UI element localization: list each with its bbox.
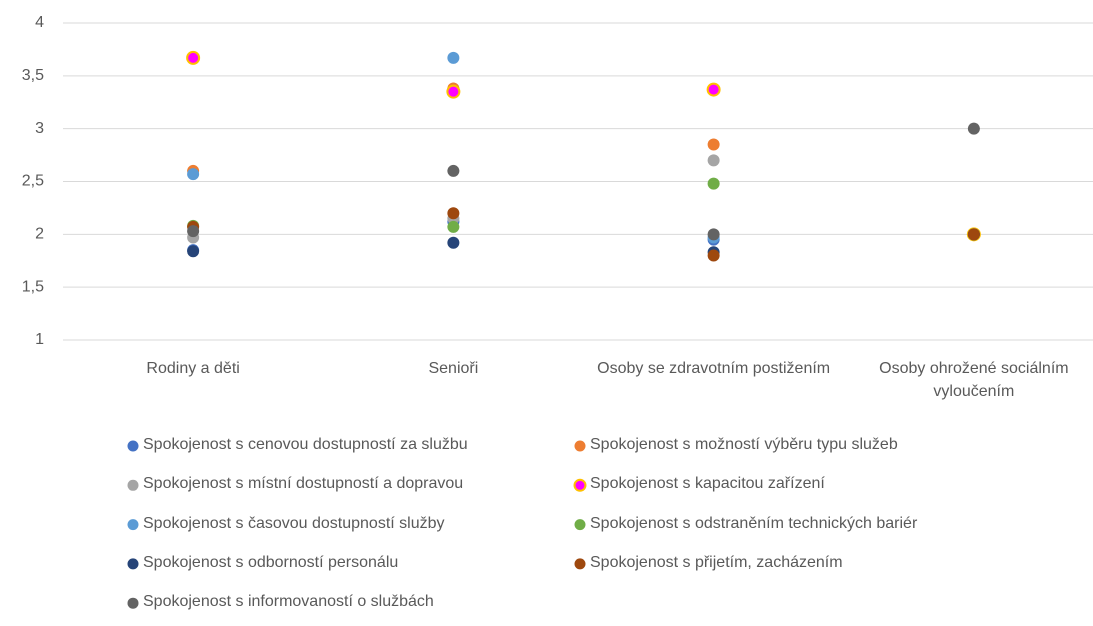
data-point xyxy=(707,249,720,262)
legend-label: Spokojenost s místní dostupností a dopra… xyxy=(143,475,464,493)
y-tick-label: 4 xyxy=(35,14,44,31)
data-point xyxy=(187,225,200,238)
legend-marker xyxy=(574,519,586,531)
legend-marker xyxy=(574,558,586,570)
y-tick-label: 2 xyxy=(35,226,44,243)
data-point xyxy=(447,51,460,64)
legend-marker xyxy=(127,440,139,452)
data-point xyxy=(447,207,460,220)
legend-marker xyxy=(127,597,139,609)
y-tick-label: 3 xyxy=(35,120,44,137)
legend-label: Spokojenost s odstraněním technických ba… xyxy=(590,514,918,532)
legend-marker xyxy=(127,479,139,491)
legend-marker xyxy=(127,558,139,570)
data-point xyxy=(707,138,720,151)
data-point xyxy=(447,164,460,177)
data-point xyxy=(447,236,460,249)
data-point xyxy=(447,220,460,233)
data-point xyxy=(187,245,200,258)
data-point xyxy=(706,82,721,97)
y-tick-label: 3,5 xyxy=(22,67,44,84)
x-tick-label: Osoby se zdravotním postižením xyxy=(597,360,831,377)
data-point xyxy=(967,228,980,241)
legend-marker xyxy=(573,478,587,492)
legend-label: Spokojenost s informovaností o službách xyxy=(143,593,434,611)
data-point xyxy=(446,84,461,99)
y-tick-label: 2,5 xyxy=(22,173,44,190)
legend-label: Spokojenost s cenovou dostupností za slu… xyxy=(143,436,468,453)
legend-label: Spokojenost s přijetím, zacházením xyxy=(590,553,843,571)
data-point xyxy=(707,154,720,167)
x-tick-label: Senioři xyxy=(428,360,479,377)
x-tick-label: Osoby ohrožené sociálním vyloučením xyxy=(879,360,1069,400)
data-point xyxy=(707,228,720,241)
data-point xyxy=(967,122,980,135)
legend-label: Spokojenost s odborností personálu xyxy=(143,553,399,571)
legend-marker xyxy=(574,440,586,452)
legend-label: Spokojenost s možností výběru typu služe… xyxy=(590,436,898,453)
y-tick-label: 1,5 xyxy=(22,278,44,295)
legend-label: Spokojenost s časovou dostupností služby xyxy=(143,514,445,532)
data-point xyxy=(186,50,201,65)
legend-marker xyxy=(127,519,139,531)
data-point xyxy=(187,168,200,181)
data-point xyxy=(707,177,720,190)
x-tick-label: Rodiny a děti xyxy=(146,360,240,377)
legend-label: Spokojenost s kapacitou zařízení xyxy=(590,475,825,493)
y-tick-label: 1 xyxy=(35,331,44,348)
